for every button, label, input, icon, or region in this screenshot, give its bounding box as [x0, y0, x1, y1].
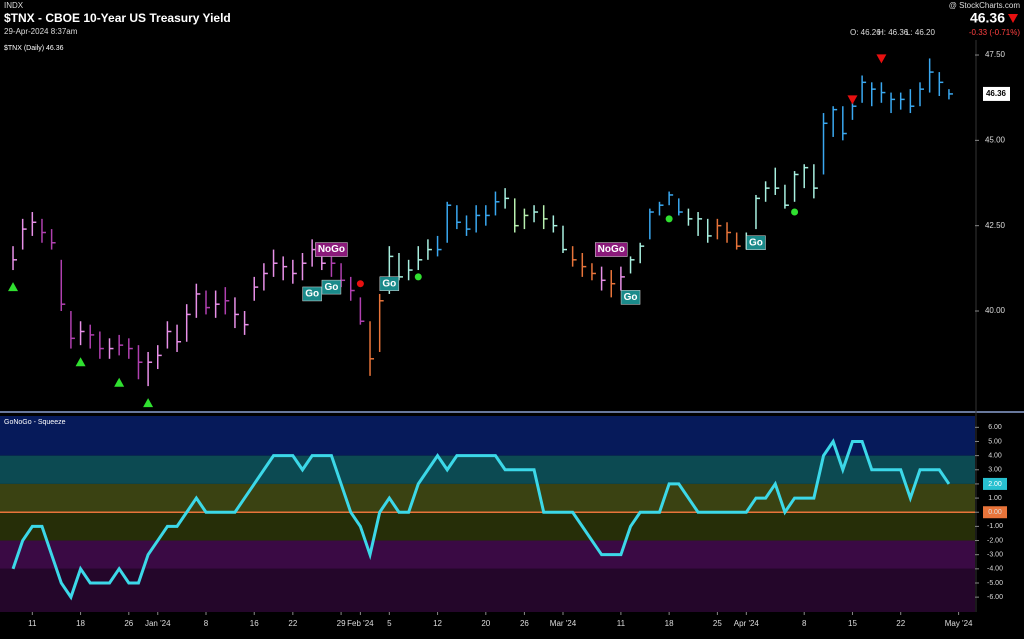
- annotation-box: [321, 279, 342, 295]
- zero-box: [983, 506, 1007, 519]
- y-tick-label: 5.00: [988, 438, 1002, 445]
- date: 29-Apr-2024 8:37am: [4, 27, 78, 36]
- y-tick-label: 47.50: [985, 50, 1006, 59]
- signal-up: [114, 377, 125, 387]
- y-tick-label: 4.00: [988, 452, 1002, 459]
- y-tick-label: -3.00: [987, 552, 1003, 559]
- signal-dot: [356, 280, 364, 288]
- x-tick-label: 8: [204, 619, 209, 628]
- signal-up: [75, 357, 86, 367]
- y-tick-label: 1.00: [988, 495, 1002, 502]
- annotation-box: [379, 276, 400, 291]
- last-value-label: 2.00: [988, 481, 1002, 488]
- zone: [0, 483, 975, 513]
- oscillator-line: [11, 438, 951, 601]
- y-tick-label: -1.00: [987, 523, 1003, 530]
- signal-up: [8, 282, 19, 292]
- title: $TNX - CBOE 10-Year US Treasury Yield: [4, 11, 231, 25]
- annotation-box: [746, 235, 766, 250]
- annotation-box: [620, 290, 641, 305]
- x-tick-label: 15: [848, 619, 857, 628]
- signal-dot: [791, 208, 799, 216]
- last-value-box: [983, 477, 1007, 490]
- annotation: Go: [305, 289, 319, 300]
- x-tick-label: 25: [713, 619, 722, 628]
- x-tick-label: Mar '24: [550, 619, 577, 628]
- signal-dot: [665, 215, 673, 223]
- y-tick-label: 40.00: [985, 306, 1006, 315]
- x-tick-label: 16: [250, 619, 259, 628]
- signal-down: [876, 54, 887, 64]
- x-tick-label: 5: [387, 619, 392, 628]
- annotation: NoGo: [598, 244, 625, 255]
- x-tick-label: 22: [288, 619, 297, 628]
- annotation-box: [302, 286, 322, 302]
- x-tick-label: Apr '24: [734, 619, 760, 628]
- annotation: NoGo: [318, 244, 345, 255]
- zone: [0, 568, 975, 612]
- annotation-box: [315, 242, 348, 257]
- annotation-box: [594, 242, 628, 257]
- y-tick-label: -5.00: [987, 580, 1003, 587]
- x-tick-label: Feb '24: [347, 619, 374, 628]
- x-tick-label: 29: [337, 619, 346, 628]
- x-tick-label: 22: [896, 619, 905, 628]
- last-price-label: 46.36: [986, 89, 1007, 98]
- y-tick-label: 0.00: [988, 509, 1002, 516]
- x-tick-label: 20: [481, 619, 490, 628]
- last-price: 46.36: [970, 10, 1005, 26]
- x-tick-label: May '24: [945, 619, 973, 628]
- x-tick-label: 11: [617, 619, 626, 628]
- y-tick-label: 3.00: [988, 467, 1002, 474]
- annotation: Go: [324, 282, 338, 293]
- change: -0.33 (-0.71%): [969, 28, 1020, 37]
- signal-down: [847, 95, 858, 105]
- y-tick-label: 45.00: [985, 135, 1006, 144]
- zone: [0, 416, 975, 456]
- zone: [0, 540, 975, 569]
- y-tick-label: -6.00: [987, 594, 1003, 601]
- low: L: 46.20: [906, 28, 935, 37]
- x-tick-label: 18: [76, 619, 85, 628]
- last-price-box: [983, 86, 1010, 101]
- zone: [0, 512, 975, 541]
- panel-title: GoNoGo - Squeeze: [4, 419, 66, 426]
- annotation: Go: [749, 237, 763, 248]
- x-tick-label: Jan '24: [145, 619, 171, 628]
- x-tick-label: 18: [665, 619, 674, 628]
- exchange: INDX: [4, 1, 24, 10]
- y-tick-label: 42.50: [985, 221, 1006, 230]
- x-tick-label: 26: [520, 619, 529, 628]
- y-tick-label: 6.00: [988, 424, 1002, 431]
- x-tick-label: 11: [28, 619, 37, 628]
- high: H: 46.36: [878, 28, 909, 37]
- y-tick-label: -2.00: [987, 537, 1003, 544]
- signal-dot: [414, 273, 422, 281]
- annotation: Go: [624, 292, 638, 303]
- x-tick-label: 8: [802, 619, 807, 628]
- source: @ StockCharts.com: [949, 1, 1021, 10]
- panel-title: $TNX (Daily) 46.36: [4, 45, 64, 52]
- annotation: Go: [382, 278, 396, 289]
- signal-up: [143, 398, 154, 408]
- open: O: 46.26: [850, 28, 881, 37]
- down-arrow: [1008, 14, 1018, 23]
- y-tick-label: -4.00: [987, 566, 1003, 573]
- x-tick-label: 12: [433, 619, 442, 628]
- x-tick-label: 26: [124, 619, 133, 628]
- zone: [0, 455, 975, 484]
